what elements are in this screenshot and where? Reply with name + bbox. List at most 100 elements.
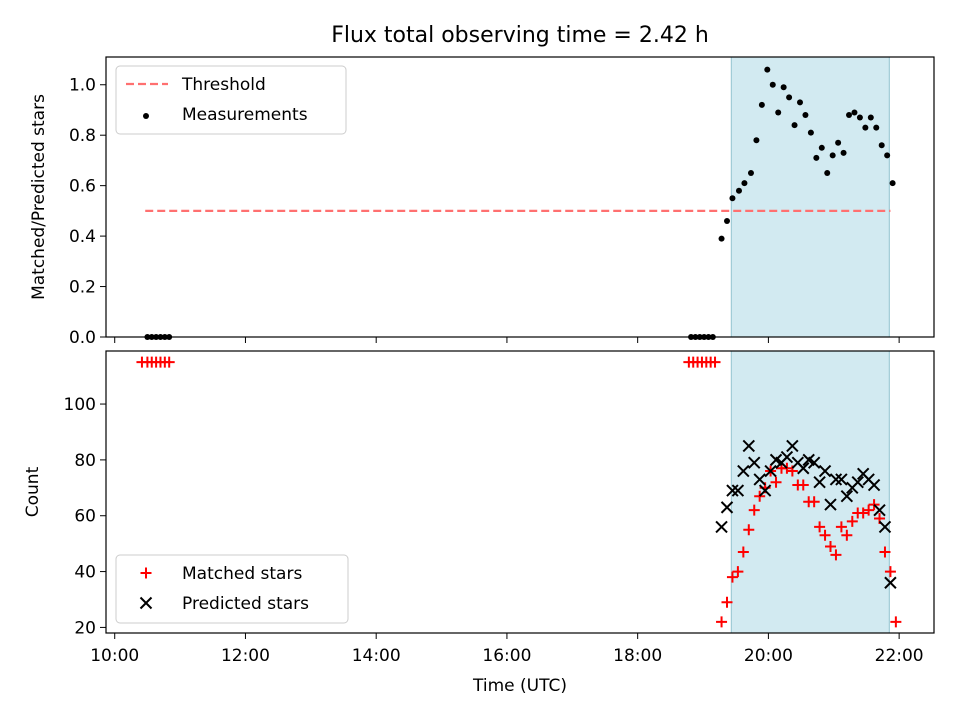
predicted-stars-point bbox=[878, 520, 892, 534]
x-tick-label: 20:00 bbox=[744, 646, 793, 666]
observing-interval-shade bbox=[731, 57, 890, 337]
measurement-point bbox=[791, 122, 798, 129]
predicted-stars-point bbox=[818, 464, 832, 478]
legend-box bbox=[115, 65, 347, 135]
predicted-stars-point bbox=[840, 489, 854, 503]
matched-stars-point bbox=[754, 490, 766, 502]
measurement-point bbox=[753, 137, 760, 144]
measurement-point bbox=[835, 139, 842, 146]
y-tick-label: 0.8 bbox=[69, 126, 96, 146]
measurement-point bbox=[729, 195, 736, 202]
y-axis-label: Count bbox=[23, 466, 43, 517]
matched-stars-point bbox=[737, 546, 749, 558]
measurement-point bbox=[764, 66, 771, 73]
y-tick-label: 0.4 bbox=[69, 227, 96, 247]
chart-title: Flux total observing time = 2.42 h bbox=[331, 23, 709, 48]
x-tick-label: 16:00 bbox=[482, 646, 531, 666]
measurement-point bbox=[780, 84, 787, 91]
matched-stars-point bbox=[814, 521, 826, 533]
measurement-point bbox=[873, 124, 880, 131]
axes-frame bbox=[105, 56, 935, 338]
matched-stars-point bbox=[835, 521, 847, 533]
y-tick-label: 80 bbox=[74, 451, 96, 471]
predicted-stars-point bbox=[742, 439, 755, 453]
measurement-point bbox=[846, 112, 853, 119]
predicted-stars-point bbox=[758, 484, 772, 497]
matched-stars-point bbox=[770, 476, 782, 488]
y-tick-label: 0.2 bbox=[69, 278, 96, 298]
y-tick-label: 0.0 bbox=[69, 328, 96, 348]
matched-stars-point bbox=[825, 540, 836, 552]
matched-stars-point bbox=[868, 499, 880, 511]
y-axis-label: Matched/Predicted stars bbox=[29, 94, 49, 300]
predicted-stars-point bbox=[786, 439, 799, 453]
measurement-point bbox=[769, 81, 776, 88]
predicted-stars-point bbox=[873, 503, 886, 517]
measurement-point bbox=[735, 187, 742, 194]
measurement-point bbox=[813, 154, 820, 161]
measurement-point bbox=[824, 170, 831, 177]
predicted-stars-point bbox=[731, 484, 745, 497]
measurement-point bbox=[867, 114, 874, 121]
predicted-stars-point bbox=[726, 484, 739, 497]
matched-stars-point bbox=[830, 549, 842, 561]
legend-matched-stars-label: Matched stars bbox=[182, 564, 302, 584]
matched-stars-point bbox=[808, 496, 820, 508]
x-tick-label: 14:00 bbox=[352, 646, 401, 666]
x-tick-label: 10:00 bbox=[90, 646, 139, 666]
measurement-point bbox=[884, 152, 891, 159]
legend-measurements-swatch bbox=[143, 113, 149, 119]
measurement-point bbox=[796, 99, 803, 106]
predicted-stars-point bbox=[780, 450, 794, 464]
predicted-stars-point bbox=[835, 473, 848, 486]
measurement-point bbox=[851, 109, 858, 116]
predicted-stars-point bbox=[797, 462, 810, 475]
matched-stars-point bbox=[709, 356, 721, 368]
measurement-point bbox=[840, 149, 847, 156]
matched-stars-point bbox=[797, 479, 809, 491]
measurement-point bbox=[718, 235, 725, 242]
predicted-stars-point bbox=[764, 464, 777, 478]
predicted-stars-point bbox=[720, 501, 734, 514]
matched-stars-point bbox=[879, 546, 891, 558]
legend-measurements-label: Measurements bbox=[182, 105, 308, 125]
top-subplot: 0.0 0.2 0.4 0.6 0.8 1.0 Matched/Predicted star… bbox=[29, 56, 935, 348]
measurement-point bbox=[747, 170, 754, 177]
y-tick-label: 100 bbox=[64, 395, 96, 415]
y-tick-label: 1.0 bbox=[69, 76, 96, 96]
predicted-stars-point bbox=[867, 478, 881, 492]
y-tick-label: 60 bbox=[74, 507, 96, 527]
y-tick-label: 40 bbox=[74, 563, 96, 583]
matched-stars-point bbox=[863, 504, 875, 516]
measurement-point bbox=[786, 94, 793, 101]
legend-predicted-stars-swatch bbox=[139, 596, 153, 610]
matched-stars-point bbox=[748, 504, 760, 516]
predicted-stars-point bbox=[824, 498, 837, 511]
measurement-point bbox=[889, 180, 896, 187]
matched-stars-point bbox=[846, 515, 858, 527]
measurement-point bbox=[724, 217, 730, 224]
x-tick-label: 12:00 bbox=[221, 646, 270, 666]
matched-stars-point bbox=[721, 596, 733, 608]
matched-stars-point bbox=[163, 356, 175, 368]
predicted-stars-point bbox=[813, 476, 826, 489]
matched-stars-point bbox=[819, 529, 831, 541]
measurement-point bbox=[856, 114, 863, 121]
matched-stars-point bbox=[716, 616, 728, 628]
measurement-point bbox=[818, 144, 825, 151]
x-tick-label: 18:00 bbox=[613, 646, 662, 666]
measurement-point bbox=[758, 101, 765, 108]
measurement-point bbox=[862, 124, 869, 131]
predicted-stars-point bbox=[748, 456, 761, 469]
measurement-point bbox=[802, 112, 809, 119]
matched-stars-point bbox=[743, 524, 755, 536]
predicted-stars-point bbox=[753, 473, 766, 486]
x-tick-label: 22:00 bbox=[875, 646, 924, 666]
matched-stars-point bbox=[841, 529, 853, 541]
y-tick-label: 20 bbox=[74, 618, 96, 638]
measurement-point bbox=[829, 152, 836, 159]
predicted-stars-point bbox=[807, 456, 821, 469]
predicted-stars-point bbox=[884, 576, 897, 589]
predicted-stars-point bbox=[737, 464, 750, 478]
